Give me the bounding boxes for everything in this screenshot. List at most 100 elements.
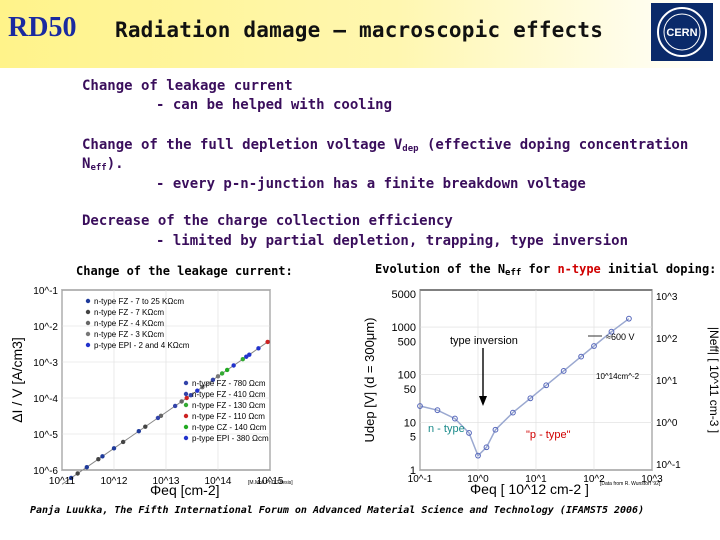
chart1-data-point <box>210 377 216 383</box>
bullet-3-line-1: Decrease of the charge collection effici… <box>82 213 453 229</box>
chart2-source-note: [Data from R. Wunstorf '92] <box>600 481 661 487</box>
chart1-data-point <box>96 456 101 462</box>
chart1-legend-entry: n-type FZ - 130 Ωcm <box>192 401 266 410</box>
chart2-y-tick-left: 1000 <box>392 322 416 334</box>
chart1-y-tick: 10^-4 <box>33 394 58 405</box>
chart1-legend-entry: n-type FZ - 7 KΩcm <box>94 308 164 317</box>
footer-citation: Panja Luukka, The Fifth International Fo… <box>30 505 645 516</box>
chart1-legend-marker <box>183 380 189 386</box>
chart1-legend-entry: n-type FZ - 780 Ωcm <box>192 379 266 388</box>
slide-title: Radiation damage – macroscopic effects <box>115 18 604 42</box>
cern-logo-bg <box>651 3 713 61</box>
chart1-legend-marker <box>85 342 91 348</box>
chart2-annotation-p-type: "p - type" <box>526 429 571 441</box>
chart1-data-point <box>100 454 105 459</box>
chart2-inversion-arrowhead <box>479 396 487 406</box>
chart1-legend-marker <box>183 413 189 419</box>
chart1-legend-entry: p-type EPI - 2 and 4 KΩcm <box>94 341 190 350</box>
chart2-data-point <box>578 353 585 360</box>
chart1-y-tick: 10^-5 <box>33 430 58 441</box>
chart1-legend-marker <box>183 391 189 397</box>
chart1-data-point <box>195 388 200 393</box>
rd50-logo: RD50 <box>8 12 77 43</box>
chart1-y-tick: 10^-6 <box>33 466 58 477</box>
chart1-x-tick: 10^12 <box>101 476 128 487</box>
chart1-data-point <box>111 446 117 451</box>
cern-logo-ring-inner <box>663 13 701 51</box>
chart2-y-tick-left: 1 <box>410 465 416 477</box>
chart1-legend-entry: n-type FZ - 4 KΩcm <box>94 319 164 328</box>
chart2-x-tick: 10^1 <box>525 474 547 485</box>
chart1-y-axis-label: ΔI / V [A/cm3] <box>9 337 25 423</box>
chart2-y-axis-left-label: Udep [V] (d = 300μm) <box>362 318 377 443</box>
chart2-x-tick: 10^2 <box>583 474 605 485</box>
neff-evolution-chart: 10^-1 10^0 10^1 10^2 10^3 5000 1000 500 100 50 10… <box>362 289 720 497</box>
chart2-y-axis-right-label: |Neff| [ 10^11 cm-3 ] <box>707 327 720 433</box>
chart1-x-tick: 10^15 <box>257 476 284 487</box>
chart2-data-point <box>434 407 441 414</box>
chart1-data-point <box>75 471 80 476</box>
chart2-data-point <box>626 315 632 322</box>
chart1-data-point <box>265 339 270 345</box>
chart1-data-point <box>120 439 126 445</box>
cern-logo: CERN <box>651 3 713 61</box>
chart2-annotation-fluence: 10^14cm^-2 <box>596 372 640 381</box>
chart1-data-point <box>155 415 161 421</box>
chart2-y-tick-left: 5 <box>410 432 416 444</box>
chart1-legend-marker <box>183 435 189 441</box>
chart1-data-point <box>224 367 230 373</box>
chart2-data-point <box>466 430 472 436</box>
chart2-data-point <box>510 409 516 416</box>
chart2-x-tick: 10^-1 <box>408 474 433 485</box>
chart1-data-point <box>184 395 189 401</box>
chart1-legend-entry: p-type EPI - 380 Ωcm <box>192 434 269 443</box>
chart2-x-axis-label: Φeq [ 10^12 cm-2 ] <box>470 481 589 497</box>
chart1-data-point <box>179 399 184 404</box>
chart1-legend-marker <box>85 309 91 315</box>
chart2-data-point <box>608 328 615 335</box>
chart1-data-point <box>200 384 205 390</box>
chart2-data-point <box>475 452 481 459</box>
chart1-legend-entry: n-type CZ - 140 Ωcm <box>192 423 267 432</box>
chart1-legend-marker <box>85 331 91 337</box>
chart2-annotation-type-inversion: type inversion <box>450 335 518 347</box>
chart2-data-point <box>483 444 490 451</box>
bullet-2-line-2: Neff). <box>82 156 124 173</box>
chart2-data-point <box>452 415 458 422</box>
caption-leakage-current: Change of the leakage current: <box>76 264 293 278</box>
chart1-legend-entry: n-type FZ - 7 to 25 KΩcm <box>94 297 184 306</box>
chart1-data-point <box>68 475 74 481</box>
chart2-y-tick-left: 5000 <box>392 289 416 301</box>
chart2-data-point <box>417 403 423 409</box>
title-banner <box>0 0 720 68</box>
chart1-data-point <box>244 354 249 359</box>
chart2-annotation-600v: ≈600 V <box>606 332 634 342</box>
chart1-data-point <box>136 428 142 434</box>
chart2-data-point <box>591 343 597 349</box>
chart1-legend-marker <box>183 424 189 430</box>
chart1-x-tick: 10^11 <box>49 476 76 487</box>
chart2-data-point <box>560 368 567 374</box>
chart2-y-tick-right: 10^2 <box>656 334 678 345</box>
chart1-legend-marker <box>85 320 91 326</box>
chart2-y-tick-left: 500 <box>398 336 416 348</box>
bullet-2-line-1: Change of the full depletion voltage Vde… <box>82 137 689 154</box>
bullet-3-line-2: - limited by partial depletion, trapping… <box>156 233 629 249</box>
chart2-annotation-n-type: n - type <box>428 423 465 435</box>
chart1-data-point <box>219 371 225 376</box>
bullet-1-line-2: - can be helped with cooling <box>156 97 393 113</box>
chart1-y-tick: 10^-1 <box>33 286 58 297</box>
chart1-data-point <box>215 374 221 379</box>
chart2-data-point <box>543 382 550 389</box>
chart2-data-point <box>492 426 499 433</box>
chart1-data-point <box>256 346 261 351</box>
chart1-legend-marker <box>85 298 91 304</box>
chart1-data-point <box>84 464 90 470</box>
chart1-data-point <box>143 424 148 429</box>
chart1-data-point <box>231 363 236 368</box>
chart1-x-axis-label: Φeq [cm-2] <box>150 482 220 498</box>
chart2-y-tick-left: 100 <box>398 370 416 382</box>
chart2-y-tick-left: 50 <box>404 384 416 396</box>
chart2-data-point <box>527 395 534 402</box>
chart1-y-tick: 10^-2 <box>33 322 58 333</box>
